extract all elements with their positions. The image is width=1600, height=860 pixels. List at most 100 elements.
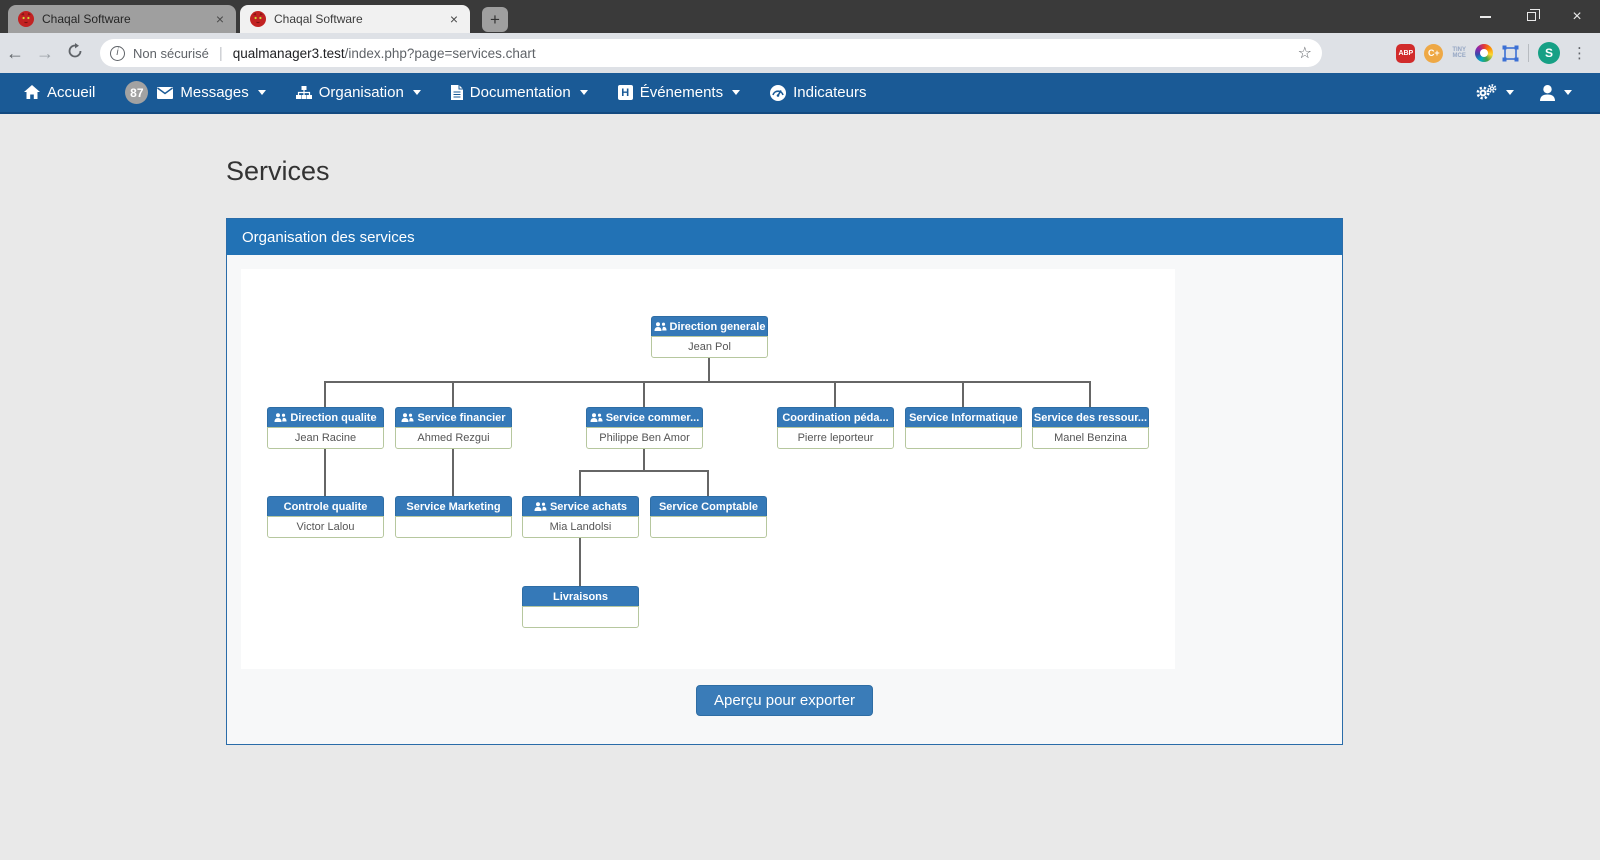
tab-close-icon[interactable]: × [214, 11, 226, 27]
new-tab-button[interactable]: + [482, 7, 508, 32]
org-node-header: Service achats [522, 496, 639, 516]
app-navbar: Accueil 87 Messages Organisation Documen… [0, 73, 1600, 114]
window-controls: × [1462, 0, 1600, 33]
org-node-title: Livraisons [553, 591, 608, 603]
nav-item-documentation[interactable]: Documentation [451, 84, 588, 101]
nav-label: Documentation [470, 84, 571, 101]
users-icon [534, 502, 547, 511]
org-node-header: Direction generale [651, 316, 768, 336]
org-node-title: Service Marketing [406, 501, 500, 513]
info-icon[interactable]: i [110, 46, 125, 61]
org-node-title: Service Informatique [909, 412, 1018, 424]
url-separator: | [219, 45, 223, 62]
back-icon[interactable]: ← [0, 43, 30, 64]
site-favicon [250, 11, 266, 27]
org-node-service-ressources[interactable]: Service des ressour... Manel Benzina [1032, 407, 1149, 449]
org-node-header: Service financier [395, 407, 512, 427]
org-node-service-financier[interactable]: Service financier Ahmed Rezgui [395, 407, 512, 449]
org-node-title: Service Comptable [659, 501, 758, 513]
org-node-person: Victor Lalou [267, 516, 384, 538]
forward-icon[interactable]: → [30, 43, 60, 64]
org-node-service-marketing[interactable]: Service Marketing [395, 496, 512, 538]
org-chart-canvas: Direction generale Jean Pol Direction qu… [241, 269, 1175, 669]
minimize-icon [1480, 16, 1491, 18]
nav-item-accueil[interactable]: Accueil [24, 84, 95, 101]
org-node-service-achats[interactable]: Service achats Mia Landolsi [522, 496, 639, 538]
org-node-person [650, 516, 767, 538]
connector-line [324, 381, 1091, 383]
nav-item-evenements[interactable]: H Événements [618, 84, 740, 101]
org-node-title: Service achats [550, 501, 627, 513]
org-node-person: Jean Racine [267, 427, 384, 449]
connector-line [452, 449, 454, 496]
document-icon [451, 85, 463, 100]
nav-label: Messages [180, 84, 248, 101]
browser-tab-1[interactable]: Chaqal Software × [8, 5, 236, 33]
window-restore-button[interactable] [1508, 0, 1554, 33]
window-minimize-button[interactable] [1462, 0, 1508, 33]
browser-menu-icon[interactable]: ⋮ [1569, 44, 1590, 62]
org-node-title: Service financier [417, 412, 505, 424]
chevron-down-icon [258, 90, 266, 95]
panel-header: Organisation des services [227, 219, 1342, 255]
org-node-person [522, 606, 639, 628]
url-domain: qualmanager3.test [233, 46, 345, 61]
extensions-area: ABP C+ TINY MCE S ⋮ [1396, 33, 1590, 73]
address-bar[interactable]: i Non sécurisé | qualmanager3.test /inde… [100, 39, 1322, 67]
tinymce-line2: MCE [1452, 53, 1466, 59]
page-title: Services [226, 156, 330, 187]
org-node-person [905, 427, 1022, 449]
browser-titlebar: Chaqal Software × Chaqal Software × + × [0, 0, 1600, 33]
h-square-icon: H [618, 85, 633, 100]
org-node-controle-qualite[interactable]: Controle qualite Victor Lalou [267, 496, 384, 538]
settings-menu[interactable] [1475, 84, 1514, 101]
refresh-icon[interactable] [60, 43, 90, 64]
org-node-header: Service des ressour... [1032, 407, 1149, 427]
org-node-person: Mia Landolsi [522, 516, 639, 538]
nav-item-indicateurs[interactable]: Indicateurs [770, 84, 866, 101]
screenshot-extension-icon[interactable] [1502, 45, 1519, 62]
user-menu[interactable] [1540, 85, 1572, 101]
org-node-direction-generale[interactable]: Direction generale Jean Pol [651, 316, 768, 358]
org-node-header: Service Comptable [650, 496, 767, 516]
nav-label: Accueil [47, 84, 95, 101]
tinymce-extension-icon[interactable]: TINY MCE [1452, 47, 1466, 59]
org-node-service-comptable[interactable]: Service Comptable [650, 496, 767, 538]
envelope-icon [157, 87, 173, 99]
chevron-down-icon [413, 90, 421, 95]
export-preview-button[interactable]: Aperçu pour exporter [696, 685, 873, 716]
org-node-header: Direction qualite [267, 407, 384, 427]
connector-line [579, 470, 709, 472]
connector-line [1089, 382, 1091, 407]
org-node-person: Pierre leporteur [777, 427, 894, 449]
cplus-extension-icon[interactable]: C+ [1424, 44, 1443, 63]
nav-item-organisation[interactable]: Organisation [296, 84, 421, 101]
org-node-service-informatique[interactable]: Service Informatique [905, 407, 1022, 449]
profile-avatar[interactable]: S [1538, 42, 1560, 64]
user-icon [1540, 85, 1555, 101]
adblock-extension-icon[interactable]: ABP [1396, 44, 1415, 63]
org-node-header: Service Marketing [395, 496, 512, 516]
messages-count-badge: 87 [125, 81, 148, 104]
gears-icon [1475, 84, 1497, 101]
url-path: /index.php?page=services.chart [345, 46, 536, 61]
services-panel: Organisation des services [226, 218, 1343, 745]
toolbar-divider [1528, 44, 1529, 62]
org-node-service-commercial[interactable]: Service commer... Philippe Ben Amor [586, 407, 703, 449]
site-favicon [18, 11, 34, 27]
org-node-coordination-pedagogique[interactable]: Coordination péda... Pierre leporteur [777, 407, 894, 449]
org-node-livraisons[interactable]: Livraisons [522, 586, 639, 628]
tab-close-icon[interactable]: × [448, 11, 460, 27]
colorzilla-extension-icon[interactable] [1475, 44, 1493, 62]
navbar-right [1475, 73, 1572, 112]
org-node-person [395, 516, 512, 538]
browser-tab-2-active[interactable]: Chaqal Software × [240, 5, 470, 33]
window-close-button[interactable]: × [1554, 0, 1600, 33]
org-node-direction-qualite[interactable]: Direction qualite Jean Racine [267, 407, 384, 449]
org-node-title: Service des ressour... [1034, 412, 1147, 424]
users-icon [590, 413, 603, 422]
bookmark-star-icon[interactable]: ☆ [1298, 43, 1312, 63]
users-icon [274, 413, 287, 422]
nav-item-messages[interactable]: 87 Messages [125, 81, 265, 104]
org-node-person: Ahmed Rezgui [395, 427, 512, 449]
